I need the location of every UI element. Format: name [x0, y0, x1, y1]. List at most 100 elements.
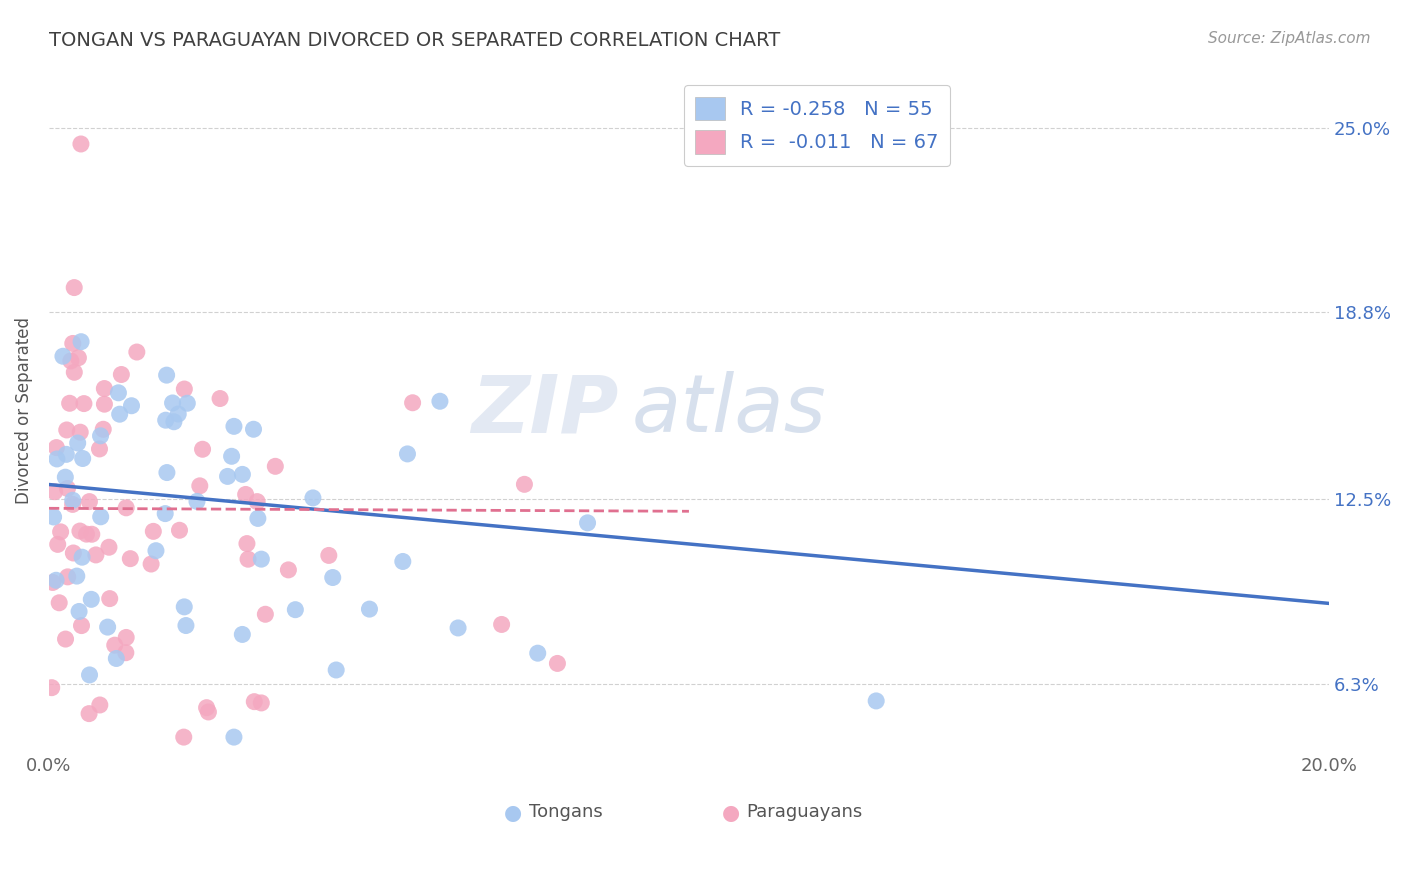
- Point: [155, 413, 177, 427]
- Point: [197, 705, 219, 719]
- Point: [48, 596, 70, 610]
- Point: [174, 618, 197, 632]
- Point: [163, 415, 186, 429]
- Point: [513, 477, 536, 491]
- Point: [156, 368, 179, 383]
- Point: [277, 563, 299, 577]
- Point: [44, 484, 66, 499]
- Point: [322, 570, 344, 584]
- Point: [115, 500, 138, 515]
- Point: [246, 494, 269, 508]
- Point: [217, 469, 239, 483]
- Point: [243, 695, 266, 709]
- Point: [62, 336, 84, 351]
- Point: [231, 627, 253, 641]
- Point: [318, 549, 340, 563]
- Point: [186, 494, 208, 508]
- Point: [72, 451, 94, 466]
- Point: [56, 482, 79, 496]
- Point: [284, 602, 307, 616]
- Point: [80, 527, 103, 541]
- Point: [93, 397, 115, 411]
- Point: [153, 507, 176, 521]
- Point: [236, 552, 259, 566]
- Point: [188, 479, 211, 493]
- Point: [53, 470, 76, 484]
- Point: [77, 706, 100, 721]
- Point: [89, 698, 111, 712]
- Point: [45, 452, 67, 467]
- Point: [41, 681, 63, 695]
- Point: [302, 491, 325, 505]
- Point: [173, 599, 195, 614]
- Point: [59, 354, 82, 368]
- Point: [70, 334, 93, 349]
- Point: [69, 524, 91, 538]
- Point: [396, 447, 419, 461]
- Text: Source: ZipAtlas.com: Source: ZipAtlas.com: [1208, 31, 1371, 46]
- Point: [209, 392, 232, 406]
- Point: [90, 429, 112, 443]
- Point: [576, 516, 599, 530]
- Point: [108, 407, 131, 421]
- Point: [104, 638, 127, 652]
- Point: [162, 396, 184, 410]
- Point: [169, 523, 191, 537]
- Point: [176, 396, 198, 410]
- Point: [107, 385, 129, 400]
- Point: [236, 536, 259, 550]
- Point: [97, 620, 120, 634]
- Point: [145, 543, 167, 558]
- Text: ZIP: ZIP: [471, 371, 619, 450]
- Point: [55, 632, 77, 646]
- Point: [70, 550, 93, 565]
- Point: [45, 574, 67, 588]
- Text: atlas: atlas: [631, 371, 827, 450]
- Point: [91, 422, 114, 436]
- Point: [55, 447, 77, 461]
- Point: [73, 396, 96, 410]
- Point: [429, 394, 451, 409]
- Point: [173, 730, 195, 744]
- Point: [45, 441, 67, 455]
- Point: [173, 382, 195, 396]
- Point: [125, 345, 148, 359]
- Point: [115, 631, 138, 645]
- Point: [120, 551, 142, 566]
- Point: [62, 493, 84, 508]
- Point: [62, 546, 84, 560]
- Text: TONGAN VS PARAGUAYAN DIVORCED OR SEPARATED CORRELATION CHART: TONGAN VS PARAGUAYAN DIVORCED OR SEPARAT…: [49, 31, 780, 50]
- Point: [221, 450, 243, 464]
- Point: [139, 557, 162, 571]
- Point: [191, 442, 214, 457]
- Point: [222, 730, 245, 744]
- Point: [264, 459, 287, 474]
- Point: [391, 554, 413, 568]
- Point: [156, 466, 179, 480]
- Point: [114, 646, 136, 660]
- Point: [62, 497, 84, 511]
- Legend: R = -0.258   N = 55, R =  -0.011   N = 67: R = -0.258 N = 55, R = -0.011 N = 67: [683, 85, 950, 166]
- Point: [55, 423, 77, 437]
- Point: [69, 425, 91, 440]
- Point: [80, 592, 103, 607]
- Point: [359, 602, 381, 616]
- Point: [67, 605, 90, 619]
- Point: [66, 569, 89, 583]
- Point: [59, 396, 82, 410]
- Point: [254, 607, 277, 622]
- Point: [63, 280, 86, 294]
- Point: [325, 663, 347, 677]
- Point: [235, 487, 257, 501]
- Point: [222, 419, 245, 434]
- Point: [90, 509, 112, 524]
- Point: [79, 668, 101, 682]
- Point: [56, 570, 79, 584]
- Point: [70, 618, 93, 632]
- Point: [41, 575, 63, 590]
- Text: Paraguayans: Paraguayans: [747, 803, 863, 822]
- Point: [79, 494, 101, 508]
- Text: Tongans: Tongans: [529, 803, 603, 822]
- Text: ●: ●: [721, 803, 740, 823]
- Point: [49, 524, 72, 539]
